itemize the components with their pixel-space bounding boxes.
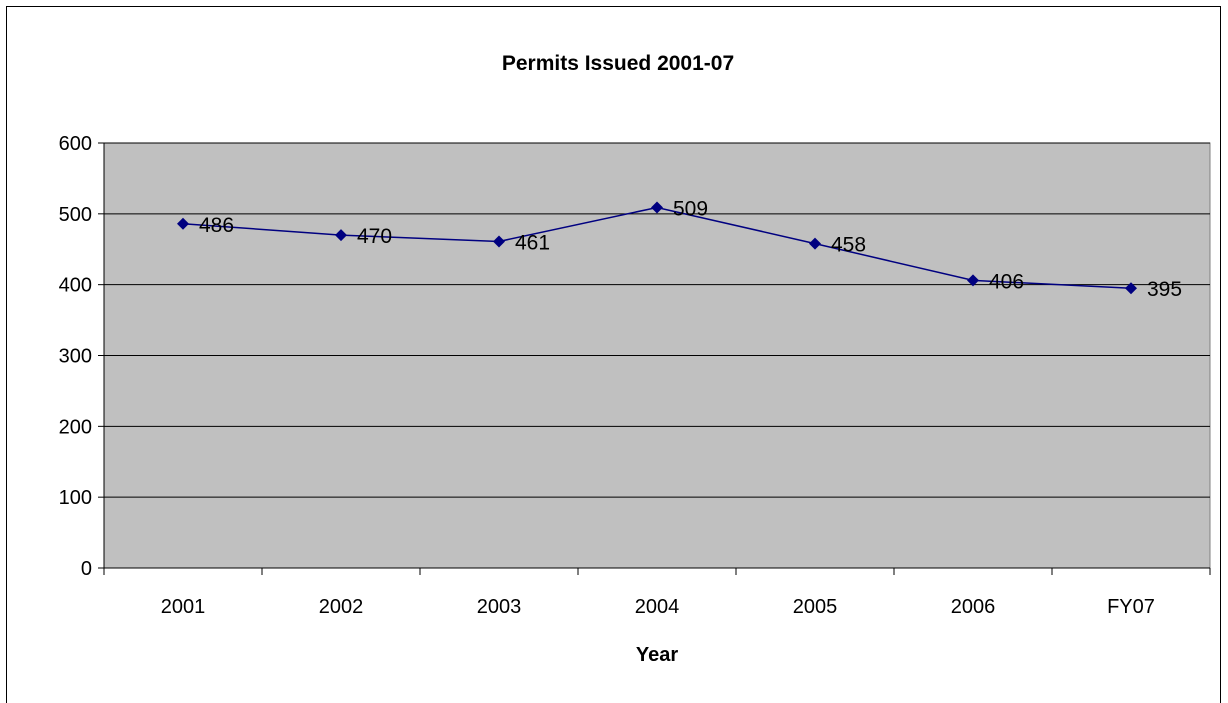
data-markers (177, 201, 1137, 295)
data-label: 509 (673, 197, 708, 220)
chart-title: Permits Issued 2001-07 (502, 52, 734, 75)
data-point-marker (1125, 282, 1137, 295)
x-tick-label: 2004 (635, 596, 680, 618)
gridlines (104, 142, 1210, 498)
data-label: 406 (989, 270, 1024, 293)
x-tick-label: FY07 (1107, 596, 1155, 618)
data-label: 461 (515, 231, 550, 254)
y-tick-label: 500 (59, 204, 92, 226)
data-point-marker (493, 235, 505, 248)
x-axis-title: Year (636, 644, 678, 666)
data-labels: 486 470 461 509 458 406 395 (199, 197, 1182, 301)
y-tick-label: 100 (59, 487, 92, 509)
y-tick-label: 300 (59, 346, 92, 368)
data-label: 458 (831, 234, 866, 257)
x-tick-label: 2002 (319, 596, 364, 618)
x-tick-label: 2001 (161, 596, 206, 618)
y-tick-label: 600 (59, 133, 92, 155)
y-tick-label: 0 (81, 558, 92, 580)
x-tick-label: 2006 (951, 596, 996, 618)
data-point-marker (177, 217, 189, 230)
x-tick-label: 2005 (793, 596, 838, 618)
data-point-marker (651, 201, 663, 214)
y-tick-label: 400 (59, 275, 92, 297)
data-label: 486 (199, 214, 234, 237)
x-axis-ticks: 2001 2002 2003 2004 2005 2006 FY07 (103, 568, 1211, 618)
x-tick-label: 2003 (477, 596, 522, 618)
data-point-marker (809, 237, 821, 250)
data-label: 470 (357, 225, 392, 248)
data-point-marker (335, 229, 347, 242)
y-axis-ticks: 0 100 200 300 400 500 600 (59, 133, 104, 580)
y-tick-label: 200 (59, 416, 92, 438)
data-label: 395 (1147, 278, 1182, 301)
data-point-marker (967, 274, 979, 287)
